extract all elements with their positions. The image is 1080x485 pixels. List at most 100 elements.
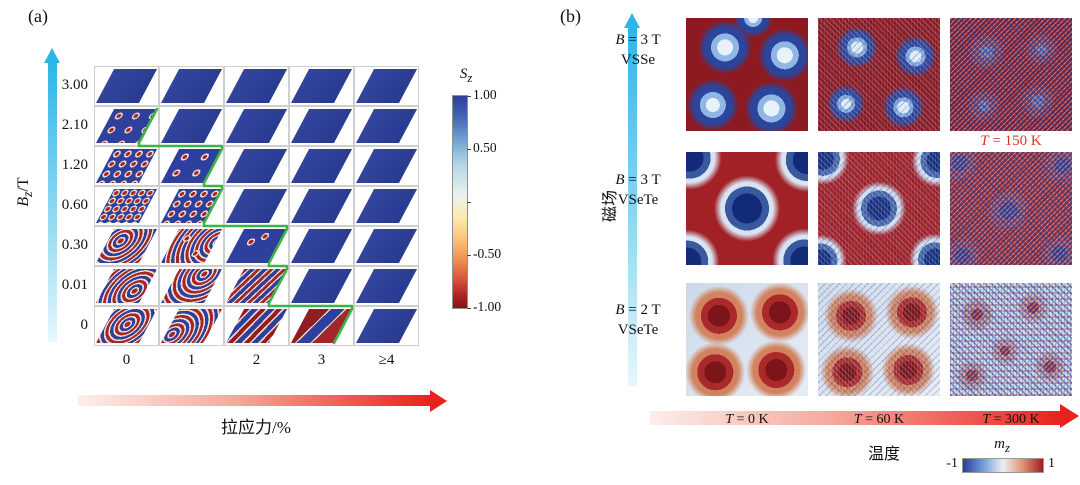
b-temp-tick-0: T = 0 K — [686, 412, 808, 428]
a-y-tick-5: 0.01 — [61, 277, 88, 293]
b-row2-material: VSeTe — [617, 322, 659, 338]
phase-cell-B2.10-strain3 — [289, 106, 354, 146]
phase-cell-B0-strain≥4 — [354, 306, 419, 346]
b-row0-field-var: B — [615, 32, 625, 48]
phase-cell-B3.00-strain0 — [94, 66, 159, 106]
b-colorbar — [962, 458, 1044, 473]
spin-texture-fm — [356, 229, 418, 263]
spin-texture-sk-few2 — [161, 149, 223, 183]
phase-cell-B0.60-strain3 — [289, 186, 354, 226]
phase-cell-B0.30-strain3 — [289, 226, 354, 266]
b-row0-material: VSSe — [620, 52, 656, 68]
spin-texture-fm — [161, 109, 223, 143]
b-row2-label: B = 2 T VSeTe — [592, 300, 684, 340]
phase-cell-B0.30-strain≥4 — [354, 226, 419, 266]
a-x-tick-1: 1 — [187, 352, 196, 368]
phase-cell-B2.10-strain0 — [94, 106, 159, 146]
a-x-tick-3: 3 — [317, 352, 326, 368]
a-colorbar-tick-2: -0.50 — [473, 246, 502, 261]
spin-texture-fm — [291, 189, 353, 223]
a-y-tick-2: 1.20 — [61, 157, 88, 173]
a-x-tick-2: 2 — [252, 352, 261, 368]
panel-a-label: (a) — [28, 6, 48, 26]
phase-cell-B3.00-strain2 — [224, 66, 289, 106]
a-colorbar-tick-1: 0.50 — [473, 140, 497, 155]
texture-image-vsse-t60 — [818, 18, 940, 131]
phase-cell-B0.60-strain1 — [159, 186, 224, 226]
a-colorbar-label: Sz — [448, 66, 484, 86]
spin-texture-lab1b — [161, 269, 223, 303]
b-colorbar-label: mz — [980, 436, 1024, 456]
b-temp-tick-1-rest: = 60 K — [861, 412, 905, 427]
spin-texture-sk — [96, 149, 158, 183]
b-row2-field-var: B — [615, 302, 625, 318]
a-x-axis-label: 拉应力/% — [221, 418, 291, 437]
a-x-tick-0: 0 — [122, 352, 131, 368]
spin-texture-fm — [161, 69, 223, 103]
a-y-tick-3: 0.60 — [61, 197, 88, 213]
spin-texture-fm — [226, 69, 288, 103]
spin-texture-mix — [161, 229, 223, 263]
spin-texture-fm — [226, 149, 288, 183]
phase-cell-B0-strain1 — [159, 306, 224, 346]
spin-texture-fm2sk — [226, 229, 288, 263]
a-y-tick-4: 0.30 — [61, 237, 88, 253]
texture-image-vsete3-t60 — [818, 152, 940, 265]
a-field-axis-arrowhead-icon — [44, 48, 60, 63]
spin-texture-fm — [356, 269, 418, 303]
spin-texture-sk-dense — [96, 189, 158, 223]
a-colorbar-symbol: S — [459, 66, 468, 82]
phase-cell-B2.10-strain2 — [224, 106, 289, 146]
a-colorbar-tick-0: 1.00 — [473, 87, 497, 102]
spin-texture-fm — [291, 109, 353, 143]
texture-image-vsete3-t0 — [686, 152, 808, 265]
phase-cell-B1.20-strain2 — [224, 146, 289, 186]
phase-cell-B0.30-strain0 — [94, 226, 159, 266]
a-y-tick-6: 0 — [80, 317, 89, 333]
a-colorbar-tick-3: -1.00 — [473, 299, 502, 314]
b-temp-tick-0-rest: = 0 K — [733, 412, 769, 427]
a-colorbar — [452, 95, 468, 309]
phase-grid — [94, 66, 419, 346]
spin-texture-sk — [161, 189, 223, 223]
spin-texture-fm — [96, 69, 158, 103]
spin-texture-fm — [291, 69, 353, 103]
b-temp-tick-2-rest: = 300 K — [990, 412, 1040, 427]
a-field-axis-arrow — [48, 62, 57, 342]
b-temp-tick-0-var: T — [725, 412, 734, 427]
texture-image-vsete2-t60 — [818, 283, 940, 396]
a-colorbar-subscript: z — [467, 71, 473, 85]
b-temp-tick-2-var: T — [982, 412, 991, 427]
texture-image-vsete2-t300 — [950, 283, 1072, 396]
b-temperature-axis-arrowhead-icon — [1060, 404, 1079, 428]
b-row1-field-var: B — [615, 172, 625, 188]
a-x-tick-4: ≥4 — [378, 352, 395, 368]
spin-texture-lab2b — [161, 309, 223, 343]
b-row1-label: B = 3 T VSeTe — [592, 170, 684, 210]
b-annotation-t150k: T = 150 K — [950, 133, 1072, 150]
b-row2-field: B = 2 T — [592, 300, 684, 320]
b-temperature-axis-arrow — [650, 411, 1060, 425]
a-strain-axis-arrowhead-icon — [430, 390, 447, 412]
phase-cell-B2.10-strain1 — [159, 106, 224, 146]
phase-cell-B0.01-strain3 — [289, 266, 354, 306]
a-strain-axis-arrow — [78, 395, 430, 406]
phase-cell-B0.60-strain≥4 — [354, 186, 419, 226]
phase-cell-B0-strain2 — [224, 306, 289, 346]
a-y-tick-0: 3.00 — [61, 77, 88, 93]
spin-texture-lab1 — [96, 229, 158, 263]
b-temp-tick-1-var: T — [853, 412, 862, 427]
a-y-axis-label: Bz/T — [15, 147, 35, 237]
b-colorbar-subscript: z — [1004, 441, 1010, 455]
b-row1-field-rest: = 3 T — [624, 172, 661, 188]
b-row1-material: VSeTe — [617, 192, 659, 208]
phase-cell-B0.60-strain0 — [94, 186, 159, 226]
b-temp-tick-2: T = 300 K — [950, 412, 1072, 428]
spin-texture-fm — [356, 309, 418, 343]
b-colorbar-symbol: m — [994, 436, 1005, 452]
b-texture-grid — [686, 18, 1072, 396]
phase-cell-B0.60-strain2 — [224, 186, 289, 226]
spin-texture-fm — [291, 149, 353, 183]
spin-texture-fm — [291, 269, 353, 303]
phase-cell-B0.01-strain2 — [224, 266, 289, 306]
